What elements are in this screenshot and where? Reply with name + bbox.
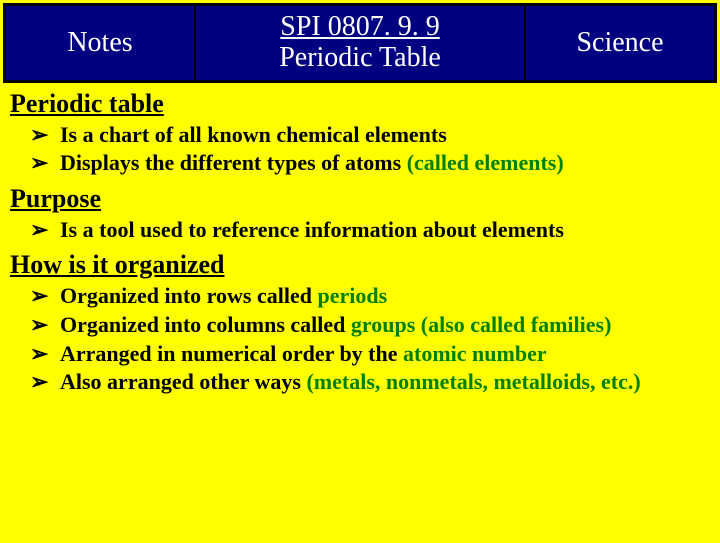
section-heading: Periodic table (10, 89, 710, 119)
bullet-item: Is a chart of all known chemical element… (30, 121, 710, 150)
header-title-line1: SPI 0807. 9. 9 (280, 12, 439, 43)
bullet-item: Is a tool used to reference information … (30, 216, 710, 245)
section-heading: Purpose (10, 184, 710, 214)
header-title-line2: Periodic Table (279, 43, 441, 74)
bullet-item: Arranged in numerical order by the atomi… (30, 340, 710, 369)
section-heading: How is it organized (10, 250, 710, 280)
bullet-list: Is a chart of all known chemical element… (10, 121, 710, 178)
header-row: Notes SPI 0807. 9. 9 Periodic Table Scie… (3, 3, 717, 83)
bullet-item: Displays the different types of atoms (c… (30, 149, 710, 178)
bullet-list: Organized into rows called periods Organ… (10, 282, 710, 396)
bullet-item: Organized into rows called periods (30, 282, 710, 311)
header-notes: Notes (5, 5, 195, 81)
bullet-list: Is a tool used to reference information … (10, 216, 710, 245)
header-science: Science (525, 5, 715, 81)
bullet-item: Also arranged other ways (metals, nonmet… (30, 368, 710, 397)
content-area: Periodic table Is a chart of all known c… (0, 83, 720, 397)
header-title: SPI 0807. 9. 9 Periodic Table (195, 5, 525, 81)
bullet-item: Organized into columns called groups (al… (30, 311, 710, 340)
